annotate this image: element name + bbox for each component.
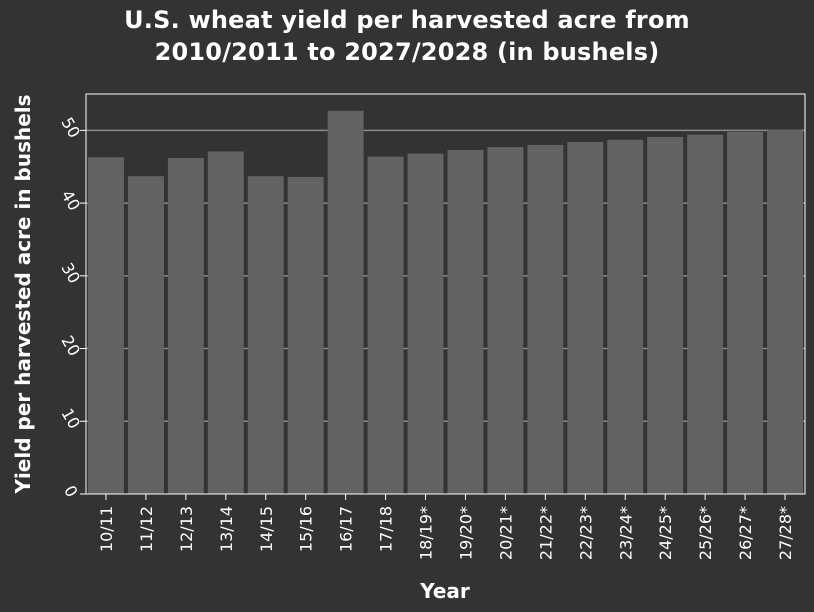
bar-9 [447,150,484,494]
y-tick-label-3: 30 [57,260,84,287]
chart-title-line-2: 2010/2011 to 2027/2028 (in bushels) [154,38,660,66]
plot-area [86,94,805,494]
x-axis: 10/11 11/12 12/13 13/14 14/15 15/16 16/17 17/18… [97,494,795,560]
x-tick-label-10: 20/21* [496,506,515,560]
x-tick-label-12: 22/23* [576,506,595,560]
x-axis-title: Year [419,579,470,603]
y-tick-label-5: 50 [57,114,84,141]
bar-10 [487,147,524,494]
x-tick-label-6: 16/17 [337,506,356,552]
x-tick-label-4: 14/15 [257,506,276,552]
x-tick-label-9: 19/20* [456,506,475,560]
bar-17 [767,129,804,495]
x-tick-label-14: 24/25* [656,506,675,560]
x-tick-label-0: 10/11 [97,506,116,552]
bar-2 [167,158,204,494]
y-tick-label-2: 20 [57,332,84,359]
x-tick-label-2: 12/13 [177,506,196,552]
bar-12 [567,142,604,494]
bars [87,110,804,495]
x-tick-label-5: 15/16 [297,506,316,552]
bar-8 [407,153,444,495]
gridlines [86,129,805,423]
y-axis-title: Yield per harvested acre in bushels [11,94,35,494]
x-tick-label-16: 26/27* [736,506,755,560]
bar-15 [687,134,724,494]
bar-16 [727,131,764,494]
bar-11 [527,144,564,494]
bar-14 [647,136,684,494]
x-tick-label-8: 18/19* [417,506,436,560]
bar-6 [327,110,364,495]
chart-title-line-1: U.S. wheat yield per harvested acre from [124,6,690,34]
bar-1 [127,176,164,494]
y-tick-label-0: 0 [60,482,82,500]
bar-5 [287,176,324,494]
plot-frame [85,93,806,495]
y-tick-label-4: 40 [57,187,84,214]
plot-background [86,94,805,494]
bar-7 [367,156,404,494]
x-tick-label-7: 17/18 [377,506,396,552]
x-tick-label-13: 23/24* [616,506,635,560]
plot-border [85,93,806,495]
y-axis: 0 10 20 30 40 50 [57,114,86,500]
x-tick-label-11: 21/22* [536,506,555,560]
bar-0 [87,157,124,495]
x-tick-label-15: 25/26* [696,506,715,560]
y-tick-label-1: 10 [57,405,84,432]
x-tick-label-3: 13/14 [217,506,236,552]
bar-4 [247,176,284,494]
bar-3 [207,151,244,495]
x-tick-label-17: 27/28* [776,506,795,560]
bar-13 [607,139,644,494]
x-tick-label-1: 11/12 [137,506,156,552]
